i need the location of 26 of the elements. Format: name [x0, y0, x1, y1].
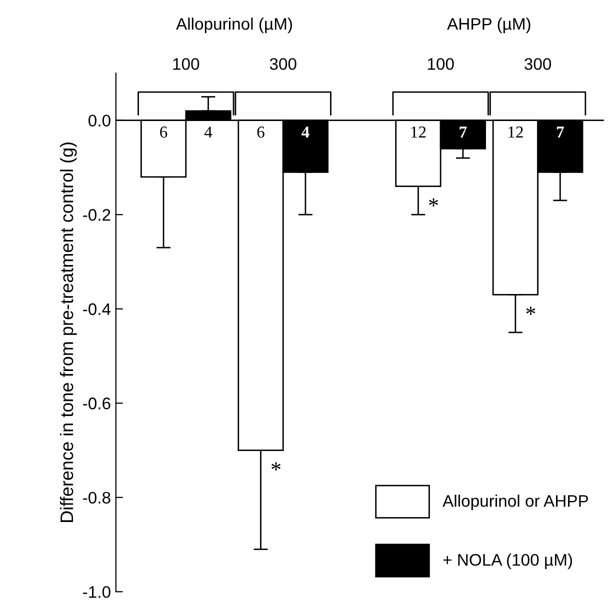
x-tick-label: 300 [270, 58, 296, 70]
y-tick-label: -0.2 [83, 209, 110, 221]
y-tick-label: -0.8 [83, 492, 110, 504]
annotation: 4 [204, 126, 212, 138]
annotation: * [526, 306, 536, 315]
x-tick-label: 100 [173, 58, 200, 70]
annotation: * [272, 462, 281, 470]
annotation: 12 [508, 126, 523, 138]
x-tick-label: 100 [428, 58, 454, 70]
legend-label: + NOLA (100 µM) [443, 554, 572, 570]
y-tick-label: 0.0 [88, 114, 110, 127]
annotation: 6 [160, 126, 168, 138]
y-tick-label: -0.4 [83, 303, 111, 316]
annotation: 4 [302, 126, 310, 138]
text: AHPP (µM) [447, 18, 530, 34]
text: Allopurinol (µM) [176, 18, 292, 34]
annotation: 6 [257, 126, 264, 138]
y-tick-label: -1.0 [83, 586, 110, 598]
annotation: 12 [411, 126, 426, 138]
y-tick-label: -0.6 [83, 398, 110, 410]
legend-label: Allopurinol or AHPP [442, 494, 588, 510]
annotation: * [429, 198, 438, 206]
annotation: 7 [556, 126, 564, 138]
x-tick-label: 300 [524, 58, 552, 70]
annotation: 7 [460, 126, 467, 138]
y-axis-title: Difference in tone from pre-treatment control (g) [60, 142, 77, 522]
